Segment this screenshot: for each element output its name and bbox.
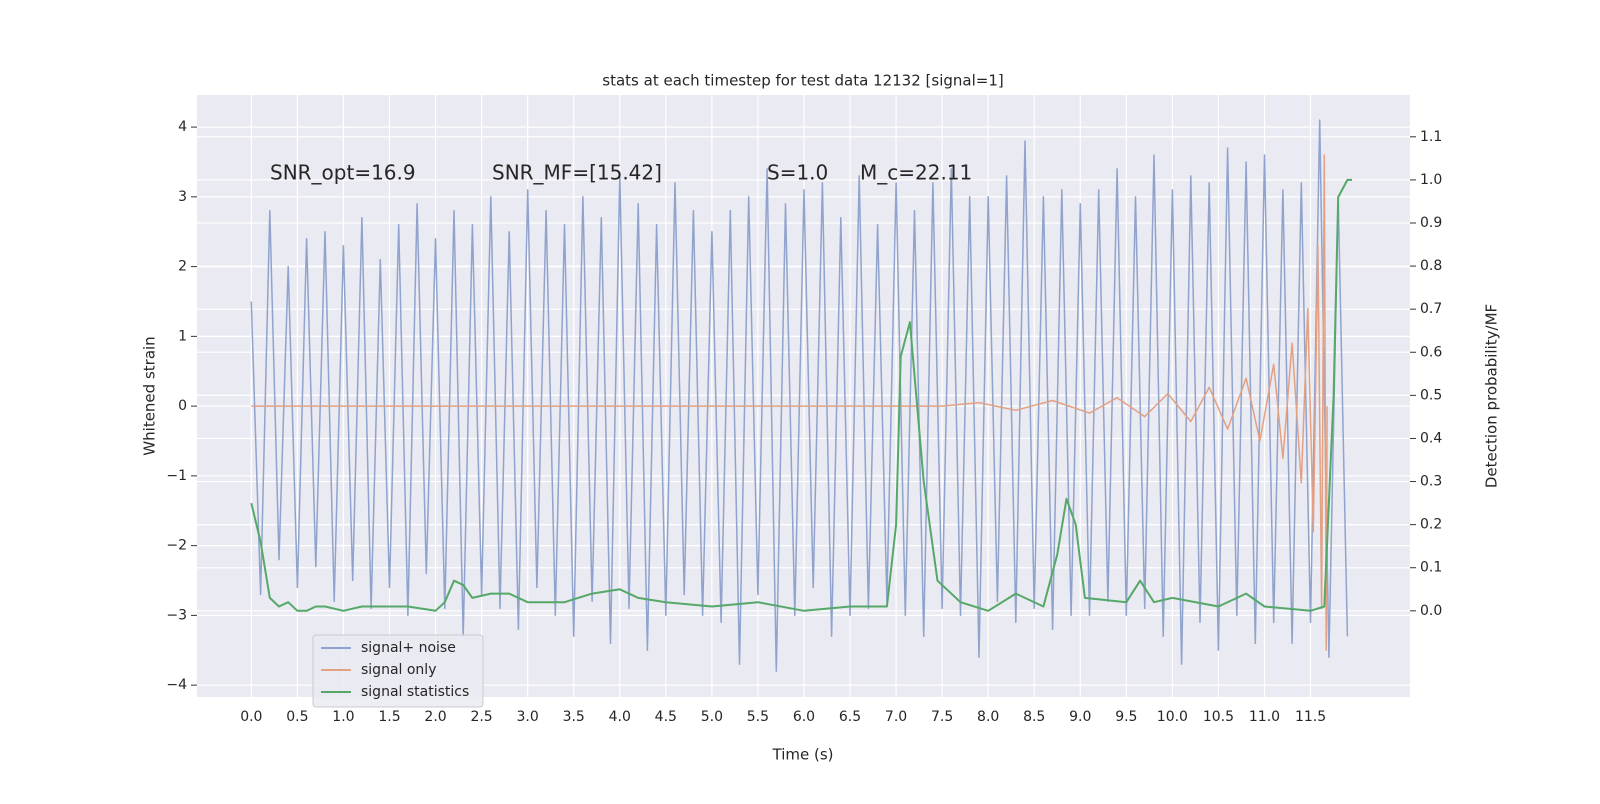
x-tick-label: 5.5: [747, 709, 769, 725]
x-tick-label: 11.5: [1295, 709, 1326, 725]
x-tick-label: 10.5: [1203, 709, 1234, 725]
x-tick-label: 2.0: [424, 709, 446, 725]
y2-tick-label: 1.1: [1420, 129, 1442, 145]
x-tick-label: 0.0: [240, 709, 262, 725]
y2-tick-label: 0.4: [1420, 430, 1442, 446]
legend-label: signal+ noise: [361, 640, 456, 656]
y-tick-label: 0: [178, 398, 187, 414]
x-tick-label: 4.5: [655, 709, 677, 725]
y2-tick-label: 0.7: [1420, 301, 1442, 317]
y-tick-label: 1: [178, 328, 187, 344]
x-tick-label: 9.0: [1069, 709, 1091, 725]
annotation: SNR_MF=[15.42]: [492, 161, 662, 185]
y-tick-label: 4: [178, 119, 187, 135]
x-tick-label: 7.0: [885, 709, 907, 725]
x-tick-label: 8.0: [977, 709, 999, 725]
annotation: M_c=22.11: [860, 161, 972, 185]
legend-box: [312, 634, 484, 708]
legend: signal+ noise signal only signal statistic…: [312, 634, 484, 708]
x-tick-label: 5.0: [701, 709, 723, 725]
x-tick-label: 1.5: [378, 709, 400, 725]
legend-label: signal statistics: [361, 684, 469, 700]
x-tick-label: 3.5: [563, 709, 585, 725]
series-line: [251, 154, 1328, 652]
y2-tick-label: 0.3: [1420, 474, 1442, 490]
x-tick-label: 11.0: [1249, 709, 1280, 725]
x-axis-label: Time (s): [772, 746, 834, 764]
y2-tick-label: 0.0: [1420, 603, 1442, 619]
y2-tick-label: 1.0: [1420, 172, 1442, 188]
y-tick-label: −4: [166, 677, 187, 693]
x-tick-label: 10.0: [1157, 709, 1188, 725]
legend-label: signal only: [361, 662, 436, 678]
x-tick-label: 6.0: [793, 709, 815, 725]
x-tick-label: 9.5: [1115, 709, 1137, 725]
x-tick-label: 8.5: [1023, 709, 1045, 725]
y2-tick-label: 0.9: [1420, 215, 1442, 231]
y2-axis-label: Detection probability/MF: [1483, 304, 1501, 488]
x-tick-label: 3.0: [517, 709, 539, 725]
y2-tick-label: 0.2: [1420, 517, 1442, 533]
series-line: [250, 119, 1349, 672]
annotation: S=1.0: [767, 161, 828, 185]
y-tick-label: −2: [166, 538, 187, 554]
x-tick-label: 4.0: [609, 709, 631, 725]
y-tick-label: 2: [178, 259, 187, 275]
y-axis-label: Whitened strain: [141, 336, 159, 455]
x-tick-label: 1.0: [332, 709, 354, 725]
x-tick-label: 2.5: [470, 709, 492, 725]
series-line: [250, 178, 1352, 612]
x-tick-label: 7.5: [931, 709, 953, 725]
annotation: SNR_opt=16.9: [270, 161, 416, 185]
y-tick-label: 3: [178, 189, 187, 205]
chart-title: stats at each timestep for test data 121…: [602, 72, 1003, 90]
y2-tick-label: 0.1: [1420, 560, 1442, 576]
y-tick-label: −3: [166, 607, 187, 623]
y2-tick-label: 0.5: [1420, 387, 1442, 403]
x-tick-label: 0.5: [286, 709, 308, 725]
y-tick-label: −1: [166, 468, 187, 484]
x-tick-label: 6.5: [839, 709, 861, 725]
y2-tick-label: 0.6: [1420, 344, 1442, 360]
y2-tick-label: 0.8: [1420, 258, 1442, 274]
